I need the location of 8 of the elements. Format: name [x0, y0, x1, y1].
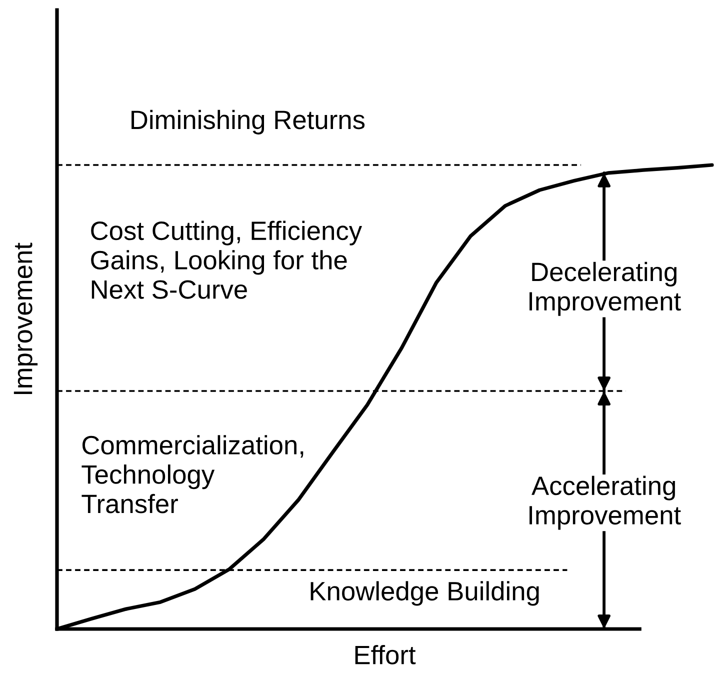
annotation: Cost Cutting, Efficiency Gains, Looking for the Next S-Curve [91, 220, 362, 299]
y-axis-title: Improvement [14, 242, 38, 394]
ref-line-label: Knowledge Building [310, 581, 539, 606]
annotation: Accelerating Improvement [530, 476, 681, 530]
ref-line-label: Diminishing Returns [132, 110, 365, 134]
x-axis-title: Effort [355, 645, 416, 664]
annotation: Commercialization, Technology Transfer [82, 435, 304, 514]
annotation: Decelerating Improvement [530, 262, 681, 316]
